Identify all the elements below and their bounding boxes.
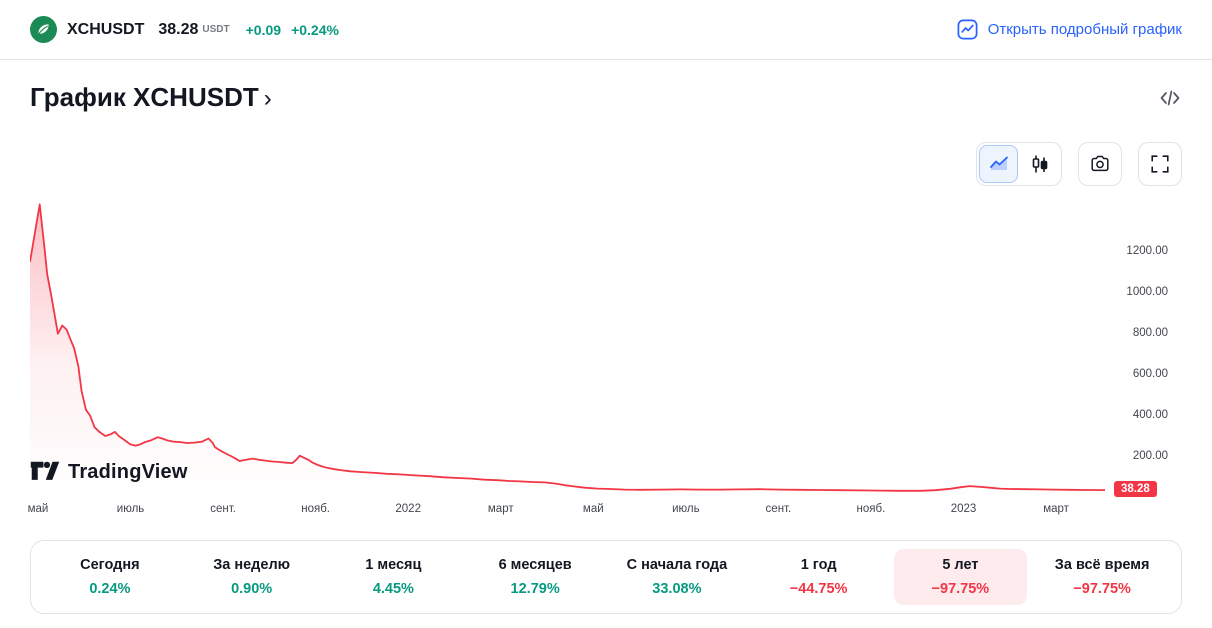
y-axis-label: 1200.00 bbox=[1126, 244, 1168, 257]
chart-type-switcher bbox=[976, 142, 1062, 186]
period-value: −97.75% bbox=[931, 581, 990, 597]
period-item-4[interactable]: С начала года 33.08% bbox=[610, 549, 744, 605]
y-axis-label: 400.00 bbox=[1132, 408, 1168, 421]
price-currency: USDT bbox=[202, 24, 230, 35]
last-price-badge: 38.28 bbox=[1114, 481, 1157, 498]
x-axis-label: 2023 bbox=[950, 503, 977, 515]
y-axis-label: 600.00 bbox=[1132, 367, 1168, 380]
x-axis-label: июль bbox=[672, 503, 700, 515]
candlestick-chart-button[interactable] bbox=[1020, 145, 1059, 183]
chart-toolbar bbox=[976, 142, 1182, 186]
x-axis-label: июль bbox=[116, 503, 145, 515]
x-axis-label: май bbox=[27, 503, 49, 515]
period-label: Сегодня bbox=[80, 557, 140, 573]
period-value: 0.90% bbox=[231, 581, 273, 597]
period-value: −44.75% bbox=[789, 581, 848, 597]
price-chart[interactable] bbox=[30, 190, 1105, 498]
x-axis-label: сент. bbox=[210, 503, 236, 515]
price-axis: 38.28 1200.00 1000.00 800.00 600.00 400.00 20… bbox=[1114, 190, 1168, 498]
x-axis-label: март bbox=[487, 503, 514, 515]
fullscreen-button[interactable] bbox=[1138, 142, 1182, 186]
y-axis-label: 200.00 bbox=[1132, 449, 1168, 462]
period-value: 4.45% bbox=[372, 581, 414, 597]
tradingview-logo-icon bbox=[30, 460, 60, 484]
period-label: За неделю bbox=[213, 557, 291, 573]
period-label: С начала года bbox=[626, 557, 728, 573]
period-item-2[interactable]: 1 месяц 4.45% bbox=[327, 549, 461, 605]
price-line bbox=[30, 203, 1105, 492]
embed-code-icon[interactable] bbox=[1158, 86, 1182, 110]
period-item-3[interactable]: 6 месяцев 12.79% bbox=[468, 549, 602, 605]
y-axis-label: 1000.00 bbox=[1126, 285, 1168, 298]
period-value: 12.79% bbox=[510, 581, 560, 597]
x-axis-label: март bbox=[1043, 503, 1069, 515]
title-row: График XCHUSDT › bbox=[30, 82, 1182, 113]
period-value: 33.08% bbox=[652, 581, 702, 597]
snapshot-camera-button[interactable] bbox=[1078, 142, 1122, 186]
period-item-1[interactable]: За неделю 0.90% bbox=[185, 549, 319, 605]
period-item-5[interactable]: 1 год −44.75% bbox=[752, 549, 886, 605]
period-label: 1 месяц bbox=[365, 557, 422, 573]
chart-link-label: Открыть подробный график bbox=[987, 21, 1182, 38]
period-item-0[interactable]: Сегодня 0.24% bbox=[43, 549, 177, 605]
price-change-percent: +0.24% bbox=[291, 21, 339, 38]
period-performance-bar: Сегодня 0.24% За неделю 0.90% 1 месяц 4.45% 6 … bbox=[30, 540, 1182, 614]
area-chart-button[interactable] bbox=[979, 145, 1018, 183]
x-axis-label: 2022 bbox=[395, 503, 421, 515]
page-title-text: График XCHUSDT bbox=[30, 82, 259, 112]
chevron-right-icon: › bbox=[263, 84, 272, 112]
open-detailed-chart-link[interactable]: Открыть подробный график bbox=[956, 18, 1182, 41]
symbol-name: XCHUSDT bbox=[67, 20, 145, 38]
x-axis-label: нояб. bbox=[856, 503, 886, 515]
price-area-fill bbox=[30, 204, 1105, 498]
period-label: 1 год bbox=[800, 557, 837, 573]
time-axis: май июль сент. нояб. 2022 март май июль сент. ноя… bbox=[28, 503, 1105, 519]
last-price: 38.28 bbox=[158, 20, 199, 38]
xch-logo-icon bbox=[30, 16, 57, 43]
period-label: 6 месяцев bbox=[498, 557, 572, 573]
period-value: 0.24% bbox=[89, 581, 131, 597]
period-label: 5 лет bbox=[942, 557, 979, 573]
period-value: −97.75% bbox=[1073, 581, 1131, 597]
x-axis-label: май bbox=[582, 503, 604, 515]
header-bar: XCHUSDT 38.28 USDT +0.09 +0.24% Открыть … bbox=[0, 0, 1212, 60]
period-label: За всё время bbox=[1054, 557, 1150, 573]
y-axis-label: 800.00 bbox=[1132, 326, 1168, 339]
x-axis-label: нояб. bbox=[301, 503, 331, 515]
price-change-absolute: +0.09 bbox=[245, 21, 282, 38]
page-title[interactable]: График XCHUSDT › bbox=[30, 82, 272, 113]
chart-link-icon bbox=[956, 18, 979, 41]
x-axis-label: сент. bbox=[765, 503, 792, 515]
period-item-7[interactable]: За всё время −97.75% bbox=[1035, 549, 1169, 605]
tradingview-watermark-label: TradingView bbox=[68, 460, 188, 483]
period-item-6[interactable]: 5 лет −97.75% bbox=[893, 549, 1028, 605]
tradingview-watermark[interactable]: TradingView bbox=[30, 460, 188, 484]
